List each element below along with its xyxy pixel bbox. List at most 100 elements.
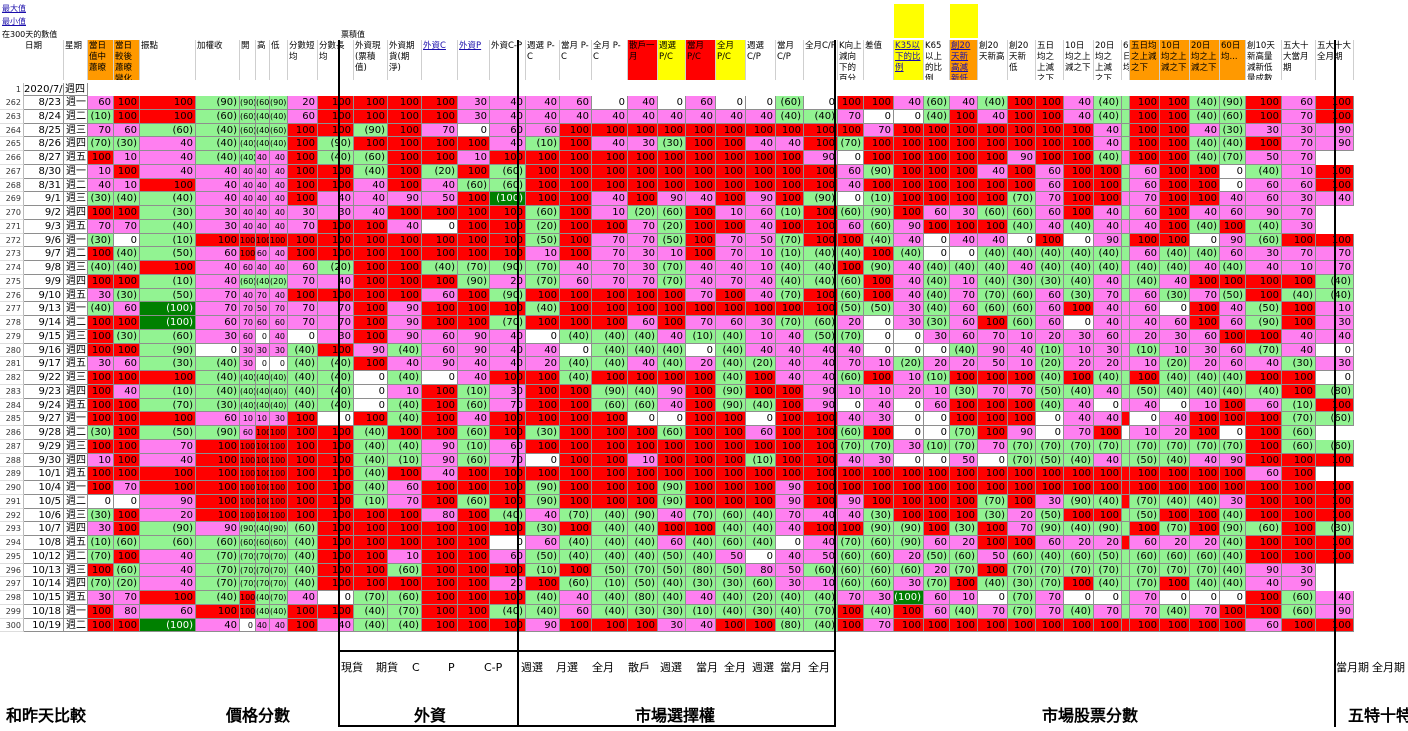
- value-cell[interactable]: 20: [1036, 329, 1064, 344]
- value-cell[interactable]: (60): [838, 371, 864, 385]
- date-cell[interactable]: 9/9: [24, 274, 64, 289]
- value-cell[interactable]: (60): [458, 453, 490, 468]
- value-cell[interactable]: 100: [526, 192, 560, 206]
- value-cell[interactable]: 0: [1064, 316, 1094, 330]
- value-cell[interactable]: 100: [140, 371, 196, 385]
- value-cell[interactable]: (70): [838, 137, 864, 151]
- value-cell[interactable]: 100: [978, 618, 1008, 633]
- value-cell[interactable]: (40): [560, 357, 592, 371]
- value-cell[interactable]: 40: [1094, 206, 1122, 220]
- value-cell[interactable]: 40: [140, 577, 196, 591]
- value-cell[interactable]: (40): [592, 604, 628, 619]
- value-cell[interactable]: 100: [490, 206, 526, 220]
- value-cell[interactable]: 10: [894, 371, 924, 385]
- value-cell[interactable]: 100: [526, 288, 560, 303]
- value-cell[interactable]: 50: [1246, 151, 1282, 165]
- value-cell[interactable]: (50): [1130, 384, 1160, 399]
- value-cell[interactable]: (30): [1220, 123, 1246, 138]
- value-cell[interactable]: 100: [1246, 453, 1282, 468]
- value-cell[interactable]: (30): [526, 522, 560, 536]
- value-cell[interactable]: 100: [422, 96, 458, 110]
- value-cell[interactable]: 100: [804, 123, 838, 138]
- value-cell[interactable]: (60): [270, 123, 288, 138]
- value-cell[interactable]: 100: [88, 274, 114, 289]
- value-cell[interactable]: 100: [628, 371, 658, 385]
- value-cell[interactable]: 40: [140, 453, 196, 468]
- value-cell[interactable]: (40): [288, 398, 318, 413]
- value-cell[interactable]: 0: [1064, 233, 1094, 248]
- value-cell[interactable]: 100: [628, 192, 658, 206]
- value-cell[interactable]: 100: [458, 206, 490, 220]
- value-cell[interactable]: 100: [490, 494, 526, 509]
- value-cell[interactable]: (40): [240, 151, 256, 165]
- value-cell[interactable]: (60): [240, 274, 256, 289]
- value-cell[interactable]: (40): [1220, 549, 1246, 564]
- value-cell[interactable]: 40: [318, 618, 354, 633]
- value-cell[interactable]: 30: [1064, 329, 1094, 344]
- value-cell[interactable]: 100: [490, 618, 526, 633]
- value-cell[interactable]: 100: [658, 302, 686, 316]
- value-cell[interactable]: (20): [422, 164, 458, 179]
- value-cell[interactable]: 100: [458, 233, 490, 248]
- value-cell[interactable]: 60: [950, 329, 978, 344]
- value-cell[interactable]: (40): [526, 591, 560, 605]
- value-cell[interactable]: 100: [490, 151, 526, 165]
- value-cell[interactable]: (40): [288, 563, 318, 578]
- value-cell[interactable]: (70): [1246, 343, 1282, 358]
- value-cell[interactable]: 100: [490, 412, 526, 426]
- value-cell[interactable]: 100: [1094, 481, 1122, 495]
- value-cell[interactable]: 0: [864, 109, 894, 124]
- value-cell[interactable]: (60): [978, 206, 1008, 220]
- value-cell[interactable]: 100: [1008, 618, 1036, 633]
- value-cell[interactable]: 70: [838, 109, 864, 124]
- value-cell[interactable]: (70): [270, 577, 288, 591]
- value-cell[interactable]: 100: [388, 109, 422, 124]
- value-cell[interactable]: 100: [978, 412, 1008, 426]
- value-cell[interactable]: 100: [1282, 453, 1316, 468]
- value-cell[interactable]: 100: [1282, 233, 1316, 248]
- value-cell[interactable]: 40: [458, 371, 490, 385]
- value-cell[interactable]: 60: [240, 329, 256, 344]
- value-cell[interactable]: (40): [1160, 494, 1190, 509]
- value-cell[interactable]: 100: [422, 233, 458, 248]
- value-cell[interactable]: 70: [1130, 591, 1160, 605]
- value-cell[interactable]: 100: [560, 164, 592, 179]
- value-cell[interactable]: 40: [1094, 274, 1122, 289]
- value-cell[interactable]: 0: [1220, 164, 1246, 179]
- value-cell[interactable]: 60: [950, 302, 978, 316]
- value-cell[interactable]: [1122, 274, 1130, 289]
- value-cell[interactable]: 40: [1094, 316, 1122, 330]
- value-cell[interactable]: (60): [1282, 426, 1316, 440]
- value-cell[interactable]: 70: [838, 357, 864, 371]
- value-cell[interactable]: (90): [458, 274, 490, 289]
- value-cell[interactable]: (90): [526, 481, 560, 495]
- value-cell[interactable]: 100: [318, 577, 354, 591]
- value-cell[interactable]: 100: [716, 453, 746, 468]
- value-cell[interactable]: 100: [1064, 164, 1094, 179]
- value-cell[interactable]: 40: [458, 412, 490, 426]
- value-cell[interactable]: 100: [1094, 618, 1122, 633]
- value-cell[interactable]: 0: [256, 329, 270, 344]
- value-cell[interactable]: 100: [388, 577, 422, 591]
- first-row-week[interactable]: 週四: [64, 83, 88, 96]
- value-cell[interactable]: (40): [592, 357, 628, 371]
- value-cell[interactable]: 100: [978, 522, 1008, 536]
- value-cell[interactable]: 60: [1190, 329, 1220, 344]
- value-cell[interactable]: 40: [746, 109, 776, 124]
- value-cell[interactable]: 100: [318, 494, 354, 509]
- value-cell[interactable]: (100): [140, 618, 196, 633]
- value-cell[interactable]: (40): [1160, 604, 1190, 619]
- value-cell[interactable]: 40: [318, 192, 354, 206]
- value-cell[interactable]: 10: [1130, 357, 1160, 371]
- value-cell[interactable]: 100: [716, 178, 746, 193]
- value-cell[interactable]: 90: [804, 151, 838, 165]
- value-cell[interactable]: 70: [628, 274, 658, 289]
- value-cell[interactable]: 100: [1160, 206, 1190, 220]
- value-cell[interactable]: 100: [1220, 481, 1246, 495]
- value-cell[interactable]: (10): [88, 536, 114, 550]
- value-cell[interactable]: 100: [1282, 384, 1316, 399]
- value-cell[interactable]: 100: [140, 412, 196, 426]
- weekday-cell[interactable]: 週三: [64, 439, 88, 454]
- value-cell[interactable]: (60): [458, 426, 490, 440]
- value-cell[interactable]: [1122, 302, 1130, 316]
